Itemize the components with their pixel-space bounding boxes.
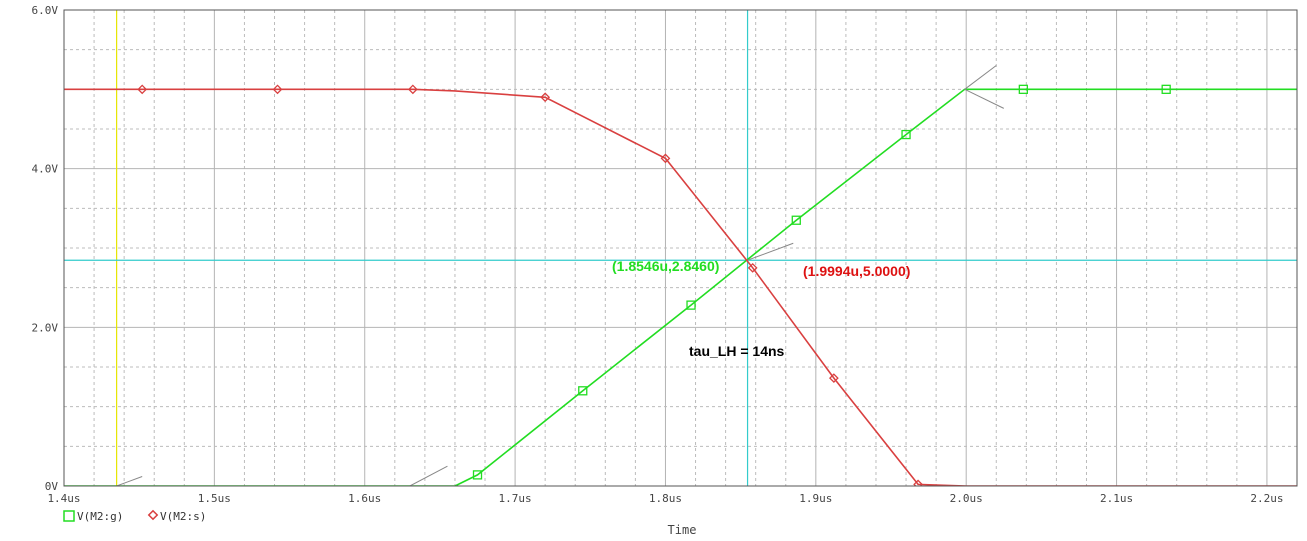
axis-ticks: 1.4us 1.5us 1.6us 1.7us 1.8us 1.9us 2.0us 2.1us…: [32, 4, 1284, 505]
x-tick-label: 1.8us: [649, 492, 682, 505]
data-point-gate: [686, 300, 696, 310]
data-point-source: [540, 92, 551, 103]
x-axis-label: Time: [668, 523, 697, 537]
cursor-annotation-red: (1.9994u,5.0000): [803, 263, 910, 279]
cursor-tangent-mark: [409, 465, 448, 486]
data-point-gate: [1018, 84, 1028, 94]
legend-label-source: V(M2:s): [160, 510, 206, 523]
data-point-source: [137, 84, 148, 95]
x-tick-label: 2.0us: [950, 492, 983, 505]
x-tick-label: 1.6us: [348, 492, 381, 505]
plot-frame: [63, 9, 1298, 487]
y-tick-label: 2.0V: [32, 321, 59, 334]
legend-label-gate: V(M2:g): [77, 510, 123, 523]
x-tick-label: 1.5us: [198, 492, 231, 505]
y-tick-label: 6.0V: [32, 4, 59, 17]
series-line-gate: [64, 88, 1297, 486]
x-tick-label: 2.2us: [1250, 492, 1283, 505]
y-tick-label: 0V: [45, 480, 59, 493]
y-tick-label: 4.0V: [32, 163, 59, 176]
data-point-source: [272, 84, 283, 95]
data-point-source: [828, 373, 839, 383]
data-point-gate: [472, 470, 483, 480]
legend-marker-square: [63, 510, 75, 522]
legend: V(M2:g) V(M2:s): [63, 509, 206, 523]
cursor-annotation-green: (1.8546u,2.8460): [612, 258, 719, 274]
cursor-tangent-mark: [964, 88, 1005, 109]
tau-annotation: tau_LH = 14ns: [689, 343, 785, 359]
data-point-source: [660, 153, 671, 164]
data-point-source: [407, 84, 418, 95]
legend-marker-diamond: [147, 509, 159, 521]
x-tick-label: 2.1us: [1100, 492, 1133, 505]
data-point-gate: [1161, 84, 1171, 94]
cursor-tangent-mark: [747, 242, 794, 261]
series: [64, 65, 1297, 486]
data-point-gate: [901, 129, 911, 140]
cursor-tangent-mark: [116, 476, 143, 486]
data-point-gate: [791, 215, 801, 225]
series-line-source: [64, 88, 1297, 486]
x-tick-label: 1.9us: [799, 492, 832, 505]
data-point-source: [913, 479, 923, 486]
x-tick-label: 1.4us: [47, 492, 80, 505]
data-point-gate: [578, 386, 588, 396]
cursor-tangent-mark: [964, 65, 997, 90]
x-tick-label: 1.7us: [499, 492, 532, 505]
data-point-source: [747, 262, 758, 273]
